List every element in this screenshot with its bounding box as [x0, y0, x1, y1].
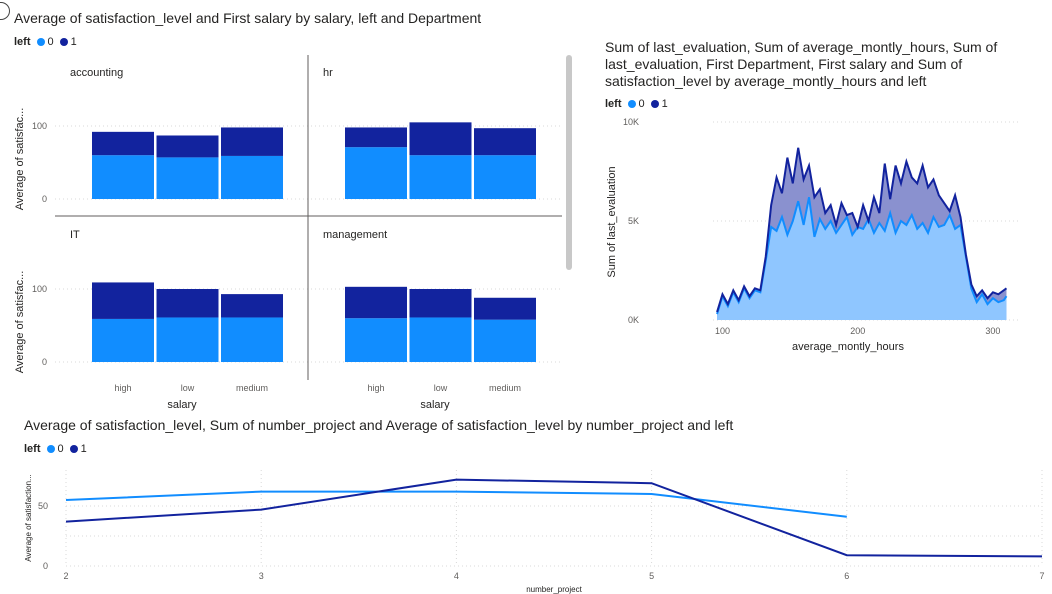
panel-title: IT	[70, 229, 80, 241]
y-tick-label: 50	[38, 501, 48, 511]
y-tick-label: 10K	[623, 117, 639, 127]
legend-dot-1	[69, 445, 78, 453]
bar	[474, 297, 536, 320]
bar	[345, 147, 407, 199]
bar	[409, 317, 472, 362]
bar	[474, 319, 536, 362]
panel-title: management	[323, 229, 387, 241]
x-tick-label: low	[181, 383, 195, 393]
legend-label-0: 0	[57, 443, 64, 455]
legend-label-0: 0	[47, 36, 54, 48]
y-axis-label: Average of satisfaction...	[24, 474, 33, 561]
x-axis-label: number_project	[526, 585, 582, 594]
x-tick-label: 300	[985, 326, 1000, 336]
vertical-scrollbar[interactable]	[566, 55, 572, 270]
circle-icon[interactable]	[0, 2, 10, 20]
bar	[345, 286, 407, 319]
area-series-0	[717, 197, 1007, 320]
x-tick-label: 7	[1039, 571, 1044, 581]
x-tick-label: 5	[649, 571, 654, 581]
x-tick-label: high	[114, 383, 131, 393]
panel-title: hr	[323, 67, 333, 79]
y-axis-label: Average of satisfac...	[14, 108, 26, 211]
y-tick-label: 0	[43, 561, 48, 571]
y-axis-label: Sum of last_evaluation	[606, 166, 618, 277]
bar	[409, 155, 472, 199]
visual1-title: Average of satisfaction_level and First …	[14, 10, 482, 26]
bar	[409, 289, 472, 318]
y-axis-label: Average of satisfac...	[14, 271, 26, 374]
line-series-0	[65, 490, 847, 518]
visual1-legend: left 0 1	[14, 36, 77, 48]
legend-dot-0	[36, 38, 45, 46]
y-tick-label: 0	[42, 357, 47, 367]
small-multiples-bar-chart: 0 100 Average of satisfac... 0 100 Average of…	[14, 55, 562, 411]
legend-dot-0	[46, 445, 55, 453]
bar	[156, 135, 219, 158]
bar	[92, 131, 154, 156]
visual2-title-line-1: Sum of last_evaluation, Sum of average_m…	[605, 39, 998, 55]
x-tick-label: 200	[850, 326, 865, 336]
visual2-title: Sum of last_evaluation, Sum of average_m…	[605, 39, 997, 90]
bar	[474, 128, 536, 156]
legend-title: left	[14, 36, 31, 48]
x-tick-label: 4	[454, 571, 459, 581]
bar	[156, 157, 219, 199]
x-axis-label: salary	[420, 399, 450, 411]
area-chart: 0K 5K 10K 100 200 300 average_montly_hours Sum …	[606, 117, 1020, 353]
legend-label-1: 1	[80, 443, 87, 455]
x-tick-label: 3	[259, 571, 264, 581]
bar	[345, 127, 407, 148]
legend-dot-0	[627, 100, 636, 108]
panel-title: accounting	[70, 67, 123, 79]
visual3-title: Average of satisfaction_level, Sum of nu…	[24, 417, 734, 433]
y-tick-label: 5K	[628, 216, 639, 226]
bar	[156, 289, 219, 318]
y-tick-label: 100	[32, 284, 47, 294]
visual2-title-line-3: satisfaction_level by average_montly_hou…	[605, 73, 927, 89]
bar	[409, 122, 472, 156]
x-tick-label: 100	[715, 326, 730, 336]
x-tick-label: medium	[489, 383, 521, 393]
bar	[221, 127, 283, 156]
legend-label-0: 0	[638, 98, 645, 110]
legend-dot-1	[650, 100, 659, 108]
visual2-legend: left 0 1	[605, 98, 668, 110]
legend-label-1: 1	[661, 98, 668, 110]
visual3-legend: left 0 1	[24, 443, 87, 455]
bar	[221, 294, 283, 318]
bar	[92, 282, 154, 319]
y-tick-label: 0	[42, 194, 47, 204]
bar	[474, 155, 536, 199]
legend-dot-1	[59, 38, 68, 46]
y-tick-label: 0K	[628, 315, 639, 325]
x-tick-label: 2	[63, 571, 68, 581]
y-tick-label: 100	[32, 121, 47, 131]
bar	[156, 317, 219, 362]
legend-title: left	[24, 443, 41, 455]
legend-title: left	[605, 98, 622, 110]
visual2-title-line-2: last_evaluation, First Department, First…	[605, 56, 963, 72]
x-tick-label: low	[434, 383, 448, 393]
line-series-1	[65, 478, 1043, 558]
bar	[221, 317, 283, 362]
bar	[92, 318, 154, 362]
line-series-1	[716, 147, 1008, 313]
x-tick-label: medium	[236, 383, 268, 393]
x-axis-label: average_montly_hours	[792, 341, 904, 353]
line-chart: 0 50 2 3 4 5 6 7 number_project Average of satisf…	[24, 470, 1045, 594]
legend-label-1: 1	[70, 36, 77, 48]
bar	[92, 155, 154, 199]
x-tick-label: 6	[844, 571, 849, 581]
x-tick-label: high	[367, 383, 384, 393]
x-axis-label: salary	[167, 399, 197, 411]
bar	[345, 318, 407, 362]
bar	[221, 155, 283, 199]
